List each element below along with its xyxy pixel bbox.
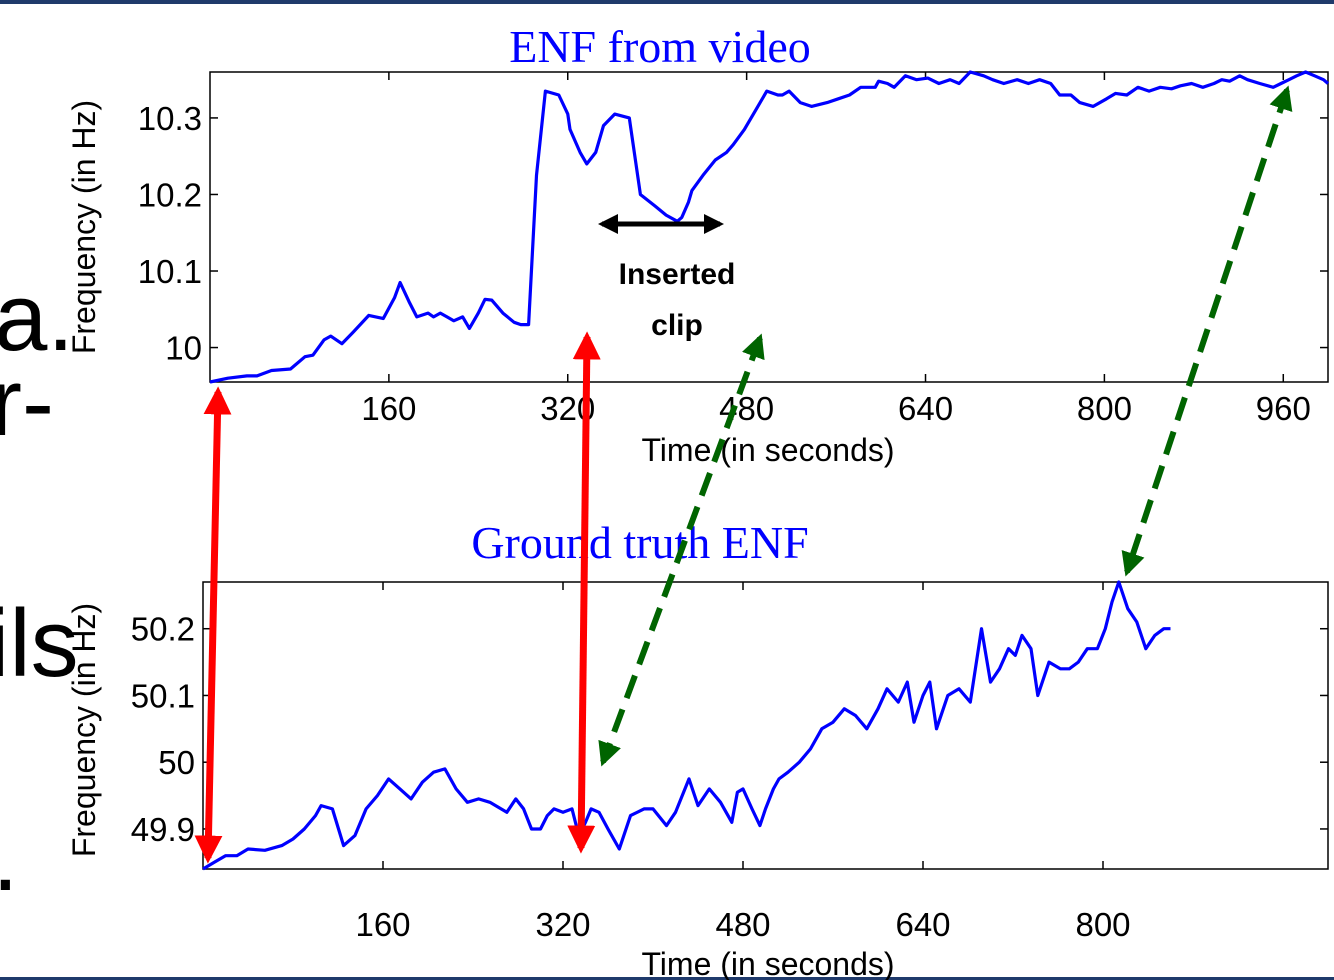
inserted-clip-label-line2: clip bbox=[651, 309, 703, 342]
bottom-x-tick-label: 640 bbox=[895, 906, 950, 943]
green-arrow-end bbox=[1121, 85, 1293, 577]
top-y-tick-label: 10.1 bbox=[138, 253, 202, 290]
top-y-tick-label: 10.3 bbox=[138, 100, 202, 137]
bottom-y-tick-label: 49.9 bbox=[131, 811, 195, 848]
top-x-tick-label: 960 bbox=[1256, 390, 1311, 427]
top-y-axis-label: Frequency (in Hz) bbox=[66, 100, 102, 354]
top-chart-title: ENF from video bbox=[509, 21, 811, 72]
bottom-y-tick-label: 50.2 bbox=[131, 611, 195, 648]
bottom-series-line bbox=[202, 580, 1171, 871]
bottom-chart-title: Ground truth ENF bbox=[471, 517, 808, 568]
top-y-tick-label: 10 bbox=[165, 330, 202, 367]
slide-text-fragment-4: . bbox=[0, 810, 19, 906]
bottom-x-tick-label: 320 bbox=[535, 906, 590, 943]
bottom-y-ticks: 49.9 50 50.1 50.2 bbox=[131, 611, 1328, 848]
slide-text-fragment-3: ils bbox=[0, 590, 79, 697]
top-x-tick-label: 160 bbox=[361, 390, 416, 427]
top-plot-frame bbox=[209, 71, 1329, 383]
bottom-y-tick-label: 50.1 bbox=[131, 677, 195, 714]
bottom-x-tick-label: 160 bbox=[355, 906, 410, 943]
slide-text-fragment-1: a. bbox=[0, 264, 75, 371]
inserted-clip-label-line1: Inserted bbox=[619, 258, 736, 291]
top-y-ticks: 10 10.1 10.2 10.3 bbox=[138, 100, 1328, 367]
top-x-tick-label: 640 bbox=[898, 390, 953, 427]
bottom-x-tick-label: 800 bbox=[1075, 906, 1130, 943]
bottom-y-axis-label: Frequency (in Hz) bbox=[66, 603, 102, 857]
red-arrow-splice-alignment bbox=[567, 331, 601, 854]
bottom-plot-frame bbox=[202, 581, 1329, 870]
bottom-y-tick-label: 50 bbox=[158, 744, 195, 781]
top-y-tick-label: 10.2 bbox=[138, 176, 202, 213]
bottom-chart: Ground truth ENF 160 320 480 640 800 49.9 50 5… bbox=[66, 517, 1329, 980]
slide-text-fragment-2: r- bbox=[0, 349, 54, 456]
bottom-x-tick-label: 480 bbox=[715, 906, 770, 943]
red-arrow-start-alignment bbox=[194, 386, 232, 864]
bottom-x-axis-label: Time (in seconds) bbox=[641, 946, 894, 980]
header-bar bbox=[0, 0, 1334, 4]
correspondence-arrows bbox=[194, 85, 1293, 864]
top-x-axis-label: Time (in seconds) bbox=[641, 432, 894, 468]
top-chart: ENF from video 160 320 480 640 800 960 1010.1… bbox=[66, 21, 1330, 468]
footer-bar bbox=[0, 977, 1334, 980]
bottom-x-ticks: 160 320 480 640 800 bbox=[355, 582, 1131, 943]
top-x-tick-label: 800 bbox=[1077, 390, 1132, 427]
green-arrow-after-clip bbox=[598, 333, 765, 767]
